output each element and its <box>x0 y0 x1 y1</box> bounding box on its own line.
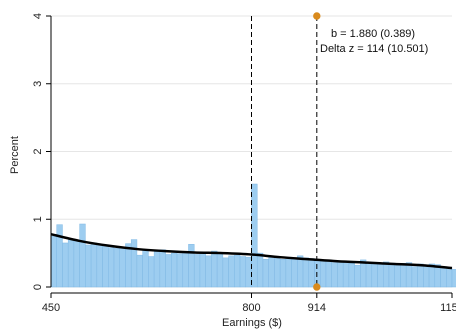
y-tick-label-2: 2 <box>32 148 44 154</box>
marker-point-1 <box>313 283 321 291</box>
y-tick-label-0: 0 <box>32 284 44 290</box>
histogram-bar-36 <box>256 252 264 288</box>
annotation-b: b = 1.880 (0.389) <box>331 28 415 40</box>
histogram-bar-61 <box>400 263 407 288</box>
x-tick-label-2: 914 <box>308 302 326 314</box>
histogram-bar-1 <box>56 224 63 288</box>
histogram-bar-64 <box>417 263 424 288</box>
x-axis-title: Earnings ($) <box>222 317 282 329</box>
histogram-bar-20 <box>165 254 172 288</box>
histogram-bars <box>50 183 456 288</box>
histogram-bar-23 <box>182 251 189 288</box>
y-tick-label-1: 1 <box>32 216 44 222</box>
histogram-bar-29 <box>216 252 224 288</box>
histogram-bar-69 <box>446 267 453 288</box>
histogram-bar-68 <box>440 267 447 288</box>
histogram-bar-43 <box>297 255 304 288</box>
histogram-bar-52 <box>348 263 355 288</box>
histogram-bar-6 <box>85 244 92 288</box>
x-tick-label-0: 450 <box>42 302 60 314</box>
histogram-bar-19 <box>159 249 166 288</box>
x-tick-label-3: 1150 <box>440 302 456 314</box>
y-tick-label-3: 3 <box>32 81 44 87</box>
histogram-bar-21 <box>171 252 178 288</box>
histogram-bar-40 <box>279 258 287 288</box>
histogram-bar-11 <box>113 248 120 288</box>
histogram-bar-38 <box>268 256 275 288</box>
x-tick-label-1: 800 <box>242 302 260 314</box>
histogram-bar-39 <box>274 256 281 288</box>
histogram-bar-10 <box>108 247 115 288</box>
histogram-bar-63 <box>411 266 418 288</box>
histogram-bar-2 <box>62 242 69 288</box>
histogram-bar-26 <box>199 251 206 288</box>
histogram-bar-50 <box>337 261 344 288</box>
histogram-bar-32 <box>234 254 241 288</box>
histogram-bar-59 <box>388 263 395 288</box>
histogram-bar-27 <box>205 255 212 288</box>
histogram-bar-3 <box>67 239 75 288</box>
fitted-curve <box>50 232 453 270</box>
histogram-bar-8 <box>96 244 103 288</box>
histogram-bar-53 <box>354 265 361 288</box>
histogram-bar-54 <box>360 259 367 288</box>
histogram-bar-34 <box>245 256 252 288</box>
histogram-bar-16 <box>142 249 149 288</box>
histogram-bar-48 <box>325 259 332 288</box>
histogram-bar-4 <box>73 240 80 288</box>
histogram-bar-22 <box>176 253 184 288</box>
histogram-bar-24 <box>188 244 195 288</box>
histogram-bar-12 <box>119 247 126 288</box>
histogram-bar-51 <box>342 262 350 288</box>
histogram-bar-30 <box>222 257 229 288</box>
histogram-bar-55 <box>365 262 373 288</box>
histogram-bar-70 <box>451 269 456 288</box>
histogram-bar-13 <box>125 243 132 288</box>
histogram-bar-28 <box>211 250 218 288</box>
histogram-bar-49 <box>331 262 338 288</box>
marker-point-0 <box>313 12 321 20</box>
histogram-bar-17 <box>148 256 155 288</box>
annotation-delta-z: Delta z = 114 (10.501) <box>320 43 428 55</box>
histogram-bar-58 <box>383 261 390 288</box>
histogram-bar-57 <box>377 264 384 288</box>
histogram-bar-9 <box>102 246 109 288</box>
histogram-bar-0 <box>50 235 57 288</box>
histogram-bar-15 <box>136 254 143 288</box>
histogram-bar-60 <box>394 263 401 288</box>
histogram-bar-42 <box>291 258 298 288</box>
histogram-bar-33 <box>239 256 247 288</box>
histogram-bar-46 <box>314 260 321 288</box>
histogram-bar-62 <box>405 262 413 288</box>
fitted-curve-layer <box>50 232 453 270</box>
histogram-bar-7 <box>90 242 98 288</box>
histogram-bar-65 <box>423 264 430 288</box>
histogram-bar-25 <box>193 254 201 288</box>
histogram-bar-35 <box>251 183 258 288</box>
tick-labels: 0 1 2 3 4 450 800 914 1150 <box>32 13 456 314</box>
vertical-lines <box>251 16 318 287</box>
histogram-bar-5 <box>79 223 86 288</box>
y-axis-title: Percent <box>9 136 21 174</box>
histogram-bar-45 <box>308 258 315 288</box>
histogram-bar-37 <box>262 258 269 288</box>
histogram-bar-44 <box>302 257 310 288</box>
histogram-bar-31 <box>228 255 235 288</box>
y-tick-label-4: 4 <box>32 13 44 19</box>
histogram-bar-14 <box>130 239 138 288</box>
histogram-bar-41 <box>285 256 292 288</box>
histogram-bar-56 <box>371 263 378 288</box>
histogram-bar-47 <box>319 261 327 288</box>
marker-points <box>313 12 321 291</box>
histogram-bar-18 <box>153 251 161 288</box>
